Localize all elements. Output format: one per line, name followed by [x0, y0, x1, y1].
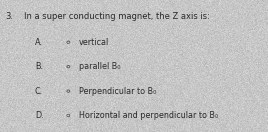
Text: B.: B.	[35, 62, 43, 71]
Text: Perpendicular to B₀: Perpendicular to B₀	[79, 87, 157, 96]
Text: 3.: 3.	[5, 12, 13, 21]
Text: C.: C.	[35, 87, 43, 96]
Text: Horizontal and perpendicular to B₀: Horizontal and perpendicular to B₀	[79, 111, 218, 120]
Text: In a super conducting magnet, the Z axis is:: In a super conducting magnet, the Z axis…	[24, 12, 210, 21]
Text: vertical: vertical	[79, 38, 109, 47]
Text: A.: A.	[35, 38, 43, 47]
Text: D.: D.	[35, 111, 43, 120]
Text: parallel B₀: parallel B₀	[79, 62, 121, 71]
